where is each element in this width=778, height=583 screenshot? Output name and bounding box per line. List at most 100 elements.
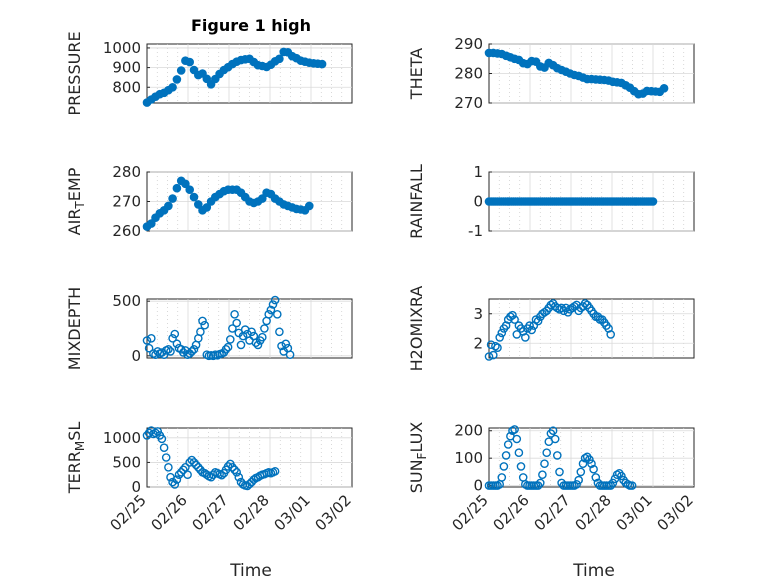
data-point <box>540 307 549 317</box>
data-point <box>533 316 543 326</box>
x-tick-label: 02/26 <box>490 491 533 534</box>
x-axis-label-left: Time <box>229 561 272 581</box>
data-point <box>225 335 235 344</box>
data-point <box>202 470 212 480</box>
x-tick-label: 02/28 <box>230 491 273 534</box>
y-tick-label: 3 <box>473 305 483 323</box>
data-point <box>591 473 601 482</box>
data-point <box>555 467 564 477</box>
data-point <box>521 333 530 342</box>
data-point <box>550 434 560 444</box>
data-point <box>166 347 175 356</box>
data-point <box>304 201 314 211</box>
data-point <box>185 349 194 358</box>
data-point <box>159 350 169 360</box>
data-point <box>536 478 545 488</box>
data-point <box>576 467 586 477</box>
data-point <box>516 462 526 471</box>
data-point <box>202 74 212 84</box>
data-point <box>497 328 507 338</box>
data-point <box>146 333 156 343</box>
data-point <box>648 197 658 206</box>
data-point <box>257 194 267 203</box>
panel-h2omixra: 2 3 H2OMIXRA <box>407 286 695 371</box>
panel-mixdepth: 0 500 MIXDEPTH <box>65 287 353 370</box>
data-point <box>493 343 502 353</box>
data-point <box>540 459 549 469</box>
y-tick-label: 100 <box>454 449 483 467</box>
data-point <box>223 462 233 471</box>
data-point <box>228 324 237 333</box>
data-point <box>208 470 218 480</box>
data-point <box>183 470 192 480</box>
data-point <box>264 309 274 319</box>
data-point <box>503 440 513 449</box>
data-point <box>164 344 173 354</box>
x-tick-label: 03/01 <box>271 491 314 534</box>
data-point <box>168 83 177 92</box>
data-point <box>234 472 244 482</box>
data-point <box>627 481 637 490</box>
data-point <box>170 480 180 489</box>
data-point <box>202 203 212 212</box>
data-point <box>172 183 182 193</box>
data-point <box>189 344 199 354</box>
data-point <box>181 462 190 472</box>
data-point <box>159 443 169 453</box>
data-point <box>172 475 182 484</box>
x-axis-label-right: Time <box>572 561 615 581</box>
data-point <box>270 466 280 476</box>
data-point <box>230 465 239 475</box>
data-point <box>585 455 594 464</box>
data-point <box>512 434 522 444</box>
data-point <box>561 303 571 313</box>
data-point <box>266 305 276 315</box>
data-point <box>193 200 203 209</box>
y-tick-label: 900 <box>112 59 141 77</box>
data-point <box>176 66 186 75</box>
data-point <box>245 479 254 489</box>
data-point <box>185 185 194 194</box>
y-tick-label: 1000 <box>103 429 141 447</box>
y-axis-label: TERRMSL <box>65 422 87 495</box>
y-tick-label: 280 <box>112 163 141 181</box>
data-point <box>196 327 205 337</box>
data-point <box>251 338 261 348</box>
data-point <box>198 316 207 326</box>
x-tick-label: 03/02 <box>654 491 697 534</box>
x-tick-label: 02/27 <box>531 491 574 534</box>
data-point <box>514 448 524 458</box>
data-point <box>232 318 241 328</box>
data-point <box>574 475 584 485</box>
data-point <box>253 340 263 350</box>
data-point <box>187 347 197 356</box>
data-point <box>317 59 327 69</box>
y-axis-label: THETA <box>407 48 426 100</box>
data-point <box>217 470 226 480</box>
y-axis-label: AIRTEMP <box>65 167 87 235</box>
data-point <box>230 309 239 319</box>
plot-frame <box>488 427 695 488</box>
data-point <box>157 348 167 357</box>
data-point <box>495 333 505 342</box>
data-point <box>232 467 241 477</box>
y-tick-label: 260 <box>112 222 141 240</box>
data-point <box>260 324 269 333</box>
y-axis-label: RAINFALL <box>407 164 426 239</box>
x-tick-label: 02/25 <box>449 491 492 534</box>
x-tick-label: 02/26 <box>148 491 191 534</box>
y-tick-label: 0 <box>131 478 141 496</box>
y-tick-label: 0 <box>131 347 141 365</box>
data-point <box>497 473 507 482</box>
y-axis-label: MIXDEPTH <box>65 287 84 370</box>
data-point <box>223 342 233 352</box>
data-point <box>608 478 618 488</box>
data-point <box>572 479 581 489</box>
panel-air_temp: 260 270 280 AIRTEMP <box>65 163 353 240</box>
data-point <box>499 462 509 471</box>
panel-terr_msl: 0 500 1000 TERRMSL 02/2502/2602/2702/2803/01… <box>65 422 355 535</box>
data-point <box>578 459 588 469</box>
data-point <box>587 459 596 469</box>
data-point <box>168 194 177 203</box>
data-point <box>589 464 598 474</box>
